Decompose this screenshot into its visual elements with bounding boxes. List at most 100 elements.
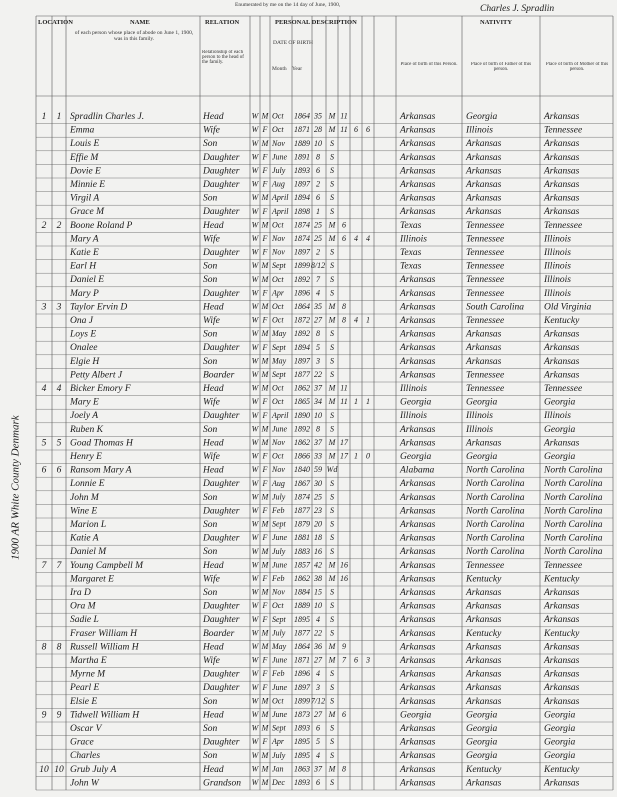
- dwelling: 9: [42, 710, 47, 720]
- relation: Head: [202, 642, 224, 652]
- col-location: LOCATION: [38, 19, 73, 26]
- father-birthplace: Arkansas: [465, 194, 502, 204]
- name: Myrne M: [69, 670, 106, 680]
- marital: S: [330, 615, 334, 624]
- mother-birthplace: Arkansas: [543, 166, 580, 176]
- marital: S: [330, 248, 334, 257]
- sex: F: [262, 343, 268, 352]
- years-married: 8: [342, 764, 346, 773]
- enumerator: Charles J. Spradlin: [480, 4, 554, 14]
- age: 10: [314, 139, 322, 148]
- mother-birthplace: Arkansas: [543, 139, 580, 149]
- birthplace: Arkansas: [399, 316, 436, 326]
- birthplace: Arkansas: [399, 561, 436, 571]
- birthplace: Arkansas: [399, 683, 436, 693]
- years-married: 17: [340, 438, 349, 447]
- age: 30: [313, 479, 322, 488]
- birth-month: Oct: [272, 696, 284, 705]
- mother-birthplace: Kentucky: [543, 765, 580, 775]
- sex: M: [261, 356, 270, 365]
- age: 6: [316, 166, 320, 175]
- name: Onalee: [70, 343, 97, 353]
- name: Ona J: [70, 316, 94, 326]
- sex: M: [261, 424, 270, 433]
- age: 37: [313, 384, 323, 393]
- sex: F: [262, 506, 268, 515]
- sex: F: [262, 601, 268, 610]
- age: 25: [314, 220, 322, 229]
- sex: M: [261, 438, 270, 447]
- marital: M: [328, 560, 337, 569]
- birthplace: Arkansas: [399, 697, 436, 707]
- marital: S: [330, 411, 334, 420]
- birthplace: Arkansas: [399, 738, 436, 748]
- sex: M: [261, 778, 270, 787]
- name: Daniel E: [69, 275, 104, 285]
- marital: S: [330, 261, 334, 270]
- birthplace: Arkansas: [399, 438, 436, 448]
- name-note: of each person whose place of abode on J…: [74, 30, 194, 42]
- father-birthplace: North Carolina: [465, 466, 525, 476]
- birth-month: Sept: [272, 261, 287, 270]
- birth-month: June: [272, 424, 288, 433]
- birth-year: 1892: [294, 275, 310, 284]
- birthplace: Arkansas: [399, 180, 436, 190]
- birth-year: 1877: [294, 370, 311, 379]
- children-living: 1: [366, 397, 370, 406]
- father-birthplace: Arkansas: [465, 697, 502, 707]
- father-birthplace: Arkansas: [465, 357, 502, 367]
- father-birthplace: Arkansas: [465, 588, 502, 598]
- age: 37: [313, 764, 323, 773]
- sex: F: [262, 207, 268, 216]
- dwelling: 4: [42, 384, 47, 394]
- marital: M: [328, 384, 337, 393]
- sex: F: [262, 465, 268, 474]
- father-birthplace: Georgia: [466, 398, 498, 408]
- children-living: 3: [365, 656, 370, 665]
- mother-birthplace: Georgia: [544, 738, 576, 748]
- age: 10: [314, 411, 322, 420]
- birthplace: Arkansas: [399, 479, 436, 489]
- father-birthplace: Kentucky: [465, 629, 502, 639]
- color: W: [252, 125, 260, 134]
- birthplace: Arkansas: [399, 357, 436, 367]
- birth-year: 1867: [294, 479, 311, 488]
- relation: Son: [203, 275, 218, 285]
- relation: Daughter: [202, 738, 240, 748]
- years-married: 6: [342, 234, 346, 243]
- mother-birthplace: Georgia: [544, 398, 576, 408]
- relation: Daughter: [202, 683, 240, 693]
- sex: M: [261, 642, 270, 651]
- marital: S: [330, 737, 334, 746]
- relation: Wife: [203, 233, 220, 244]
- birth-year: 1840: [294, 465, 310, 474]
- age: 22: [314, 628, 322, 637]
- relation: Head: [202, 561, 224, 571]
- relation: Wife: [203, 573, 220, 584]
- sex: F: [262, 452, 268, 461]
- mother-birthplace: Arkansas: [543, 194, 580, 204]
- birth-year: 1893: [294, 778, 310, 787]
- birthplace: Arkansas: [399, 765, 436, 775]
- marital: M: [328, 710, 337, 719]
- birth-month: June: [272, 533, 288, 542]
- relation: Wife: [203, 397, 220, 408]
- name: Katie E: [69, 248, 99, 258]
- birth-month: Oct: [272, 316, 284, 325]
- relation: Son: [203, 547, 218, 557]
- name: Russell William H: [69, 642, 140, 652]
- children-living: 6: [366, 125, 370, 134]
- color: W: [252, 370, 260, 379]
- birthplace: Texas: [400, 221, 422, 231]
- children-born: 1: [354, 397, 358, 406]
- birth-year: 1899: [294, 696, 310, 705]
- family: 9: [57, 710, 62, 720]
- age: 4: [316, 751, 320, 760]
- birth-year: 1890: [294, 411, 310, 420]
- mother-birthplace: Arkansas: [543, 370, 580, 380]
- birth-year: 1879: [294, 520, 310, 529]
- sex: F: [262, 683, 268, 692]
- sex: F: [262, 615, 268, 624]
- birth-year: 1857: [294, 560, 311, 569]
